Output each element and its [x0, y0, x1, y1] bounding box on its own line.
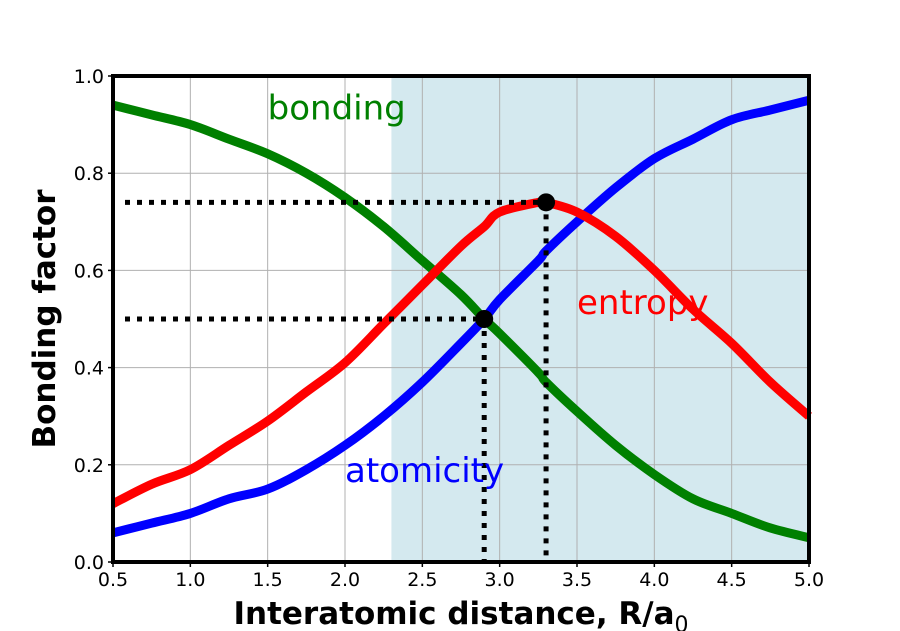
x-tick-label: 3.5	[562, 569, 592, 591]
x-tick-label: 3.0	[485, 569, 515, 591]
guide-lines-layer	[125, 199, 549, 562]
x-tick-label: 4.0	[639, 569, 669, 591]
y-tick-label: 1.0	[74, 66, 104, 88]
x-tick-label: 2.5	[407, 569, 437, 591]
y-tick-label: 0.2	[74, 455, 104, 477]
y-tick-label: 0.4	[74, 358, 104, 380]
y-tick-label: 0.6	[74, 260, 104, 282]
bonding-label: bonding	[268, 89, 406, 129]
atomicity-label: atomicity	[345, 451, 504, 491]
x-axis-title: Interatomic distance, R/a0	[233, 596, 688, 631]
x-tick-label: 5.0	[794, 569, 824, 591]
curve-label-layer: bonding atomicity entropy	[268, 89, 709, 491]
x-tick-label: 0.5	[98, 569, 128, 591]
entropy-series-line	[110, 196, 812, 508]
plot-frame	[111, 74, 811, 564]
entropy-label: entropy	[577, 283, 709, 323]
x-tick-label: 2.0	[330, 569, 360, 591]
y-tick-label: 0.8	[74, 163, 104, 185]
y-axis-title: Bonding factor	[27, 189, 63, 449]
y-tick-layer: 0.0 0.2 0.4 0.6 0.8 1.0	[74, 66, 113, 574]
x-tick-label: 1.5	[253, 569, 283, 591]
intersection-marker	[537, 193, 556, 212]
marker-layer	[475, 193, 556, 328]
x-tick-layer: 0.5 1.0 1.5 2.0 2.5 3.0 3.5 4.0 4.5 5.0	[98, 562, 824, 591]
x-tick-label: 4.5	[717, 569, 747, 591]
x-tick-label: 1.0	[175, 569, 205, 591]
intersection-marker	[475, 310, 494, 328]
y-tick-label: 0.0	[74, 552, 104, 574]
